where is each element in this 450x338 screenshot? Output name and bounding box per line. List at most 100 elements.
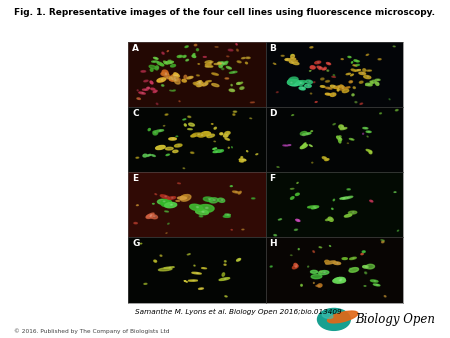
Ellipse shape (181, 195, 187, 199)
Ellipse shape (351, 74, 353, 76)
Ellipse shape (198, 82, 199, 83)
Ellipse shape (378, 59, 381, 60)
Ellipse shape (214, 141, 216, 142)
Ellipse shape (370, 200, 373, 202)
Ellipse shape (167, 62, 170, 63)
Ellipse shape (153, 131, 156, 134)
Ellipse shape (178, 197, 187, 199)
Ellipse shape (152, 155, 155, 156)
Ellipse shape (158, 268, 172, 271)
Ellipse shape (220, 63, 227, 65)
Text: H: H (270, 239, 277, 248)
Ellipse shape (155, 66, 158, 70)
Ellipse shape (291, 54, 294, 58)
Ellipse shape (310, 270, 318, 273)
Ellipse shape (166, 154, 169, 155)
Ellipse shape (206, 80, 211, 82)
Ellipse shape (165, 211, 168, 212)
Ellipse shape (205, 61, 212, 63)
Ellipse shape (174, 75, 176, 76)
Ellipse shape (190, 204, 203, 211)
Ellipse shape (231, 84, 232, 86)
Ellipse shape (365, 266, 366, 267)
Ellipse shape (233, 191, 239, 193)
Ellipse shape (349, 268, 359, 272)
Text: © 2016. Published by The Company of Biologists Ltd: © 2016. Published by The Company of Biol… (14, 328, 169, 334)
Ellipse shape (237, 49, 239, 51)
Ellipse shape (237, 61, 241, 63)
Ellipse shape (156, 61, 159, 63)
Ellipse shape (350, 139, 354, 140)
Ellipse shape (176, 200, 180, 201)
Ellipse shape (293, 60, 297, 62)
Ellipse shape (252, 198, 255, 199)
Ellipse shape (225, 296, 227, 297)
Ellipse shape (179, 101, 180, 102)
Ellipse shape (332, 76, 335, 77)
Ellipse shape (300, 131, 307, 135)
Ellipse shape (366, 54, 369, 55)
Ellipse shape (355, 70, 360, 71)
Ellipse shape (197, 204, 214, 213)
Ellipse shape (155, 130, 163, 132)
Ellipse shape (324, 272, 325, 273)
Ellipse shape (335, 86, 342, 88)
Ellipse shape (191, 135, 196, 137)
Ellipse shape (237, 259, 241, 261)
Ellipse shape (218, 62, 225, 64)
Ellipse shape (288, 81, 294, 84)
Ellipse shape (170, 76, 178, 80)
Ellipse shape (226, 67, 231, 69)
Ellipse shape (323, 69, 326, 70)
Ellipse shape (327, 70, 328, 71)
Ellipse shape (360, 103, 363, 104)
Ellipse shape (302, 134, 305, 136)
Ellipse shape (169, 78, 175, 81)
Ellipse shape (346, 73, 351, 75)
Ellipse shape (324, 67, 326, 70)
Ellipse shape (351, 62, 353, 63)
Ellipse shape (360, 81, 363, 83)
Ellipse shape (372, 80, 376, 83)
Ellipse shape (291, 82, 292, 83)
Ellipse shape (223, 62, 227, 64)
Ellipse shape (333, 279, 346, 283)
Ellipse shape (239, 159, 246, 161)
Ellipse shape (361, 254, 363, 255)
Ellipse shape (300, 144, 307, 149)
Ellipse shape (311, 66, 314, 68)
Ellipse shape (291, 255, 292, 256)
Ellipse shape (165, 114, 168, 115)
Ellipse shape (353, 65, 357, 66)
Ellipse shape (225, 214, 230, 215)
Ellipse shape (207, 62, 213, 64)
Ellipse shape (140, 243, 142, 244)
Ellipse shape (320, 67, 321, 68)
Ellipse shape (334, 277, 344, 282)
Ellipse shape (364, 272, 367, 274)
Ellipse shape (326, 219, 331, 221)
Ellipse shape (219, 65, 222, 68)
Ellipse shape (214, 150, 219, 151)
Ellipse shape (292, 115, 293, 116)
Ellipse shape (207, 134, 215, 138)
Ellipse shape (326, 261, 336, 264)
Ellipse shape (345, 87, 350, 89)
Ellipse shape (336, 277, 345, 282)
Ellipse shape (200, 84, 204, 86)
Ellipse shape (194, 44, 197, 46)
Ellipse shape (256, 154, 258, 155)
Ellipse shape (190, 77, 191, 78)
Ellipse shape (174, 204, 175, 205)
Ellipse shape (202, 132, 211, 136)
Ellipse shape (173, 150, 178, 152)
Ellipse shape (214, 64, 220, 65)
Ellipse shape (301, 284, 302, 286)
Ellipse shape (192, 272, 201, 274)
Ellipse shape (221, 62, 224, 65)
Ellipse shape (384, 296, 386, 297)
Ellipse shape (141, 71, 146, 72)
Ellipse shape (196, 82, 203, 84)
Ellipse shape (363, 266, 368, 268)
Ellipse shape (308, 266, 309, 267)
